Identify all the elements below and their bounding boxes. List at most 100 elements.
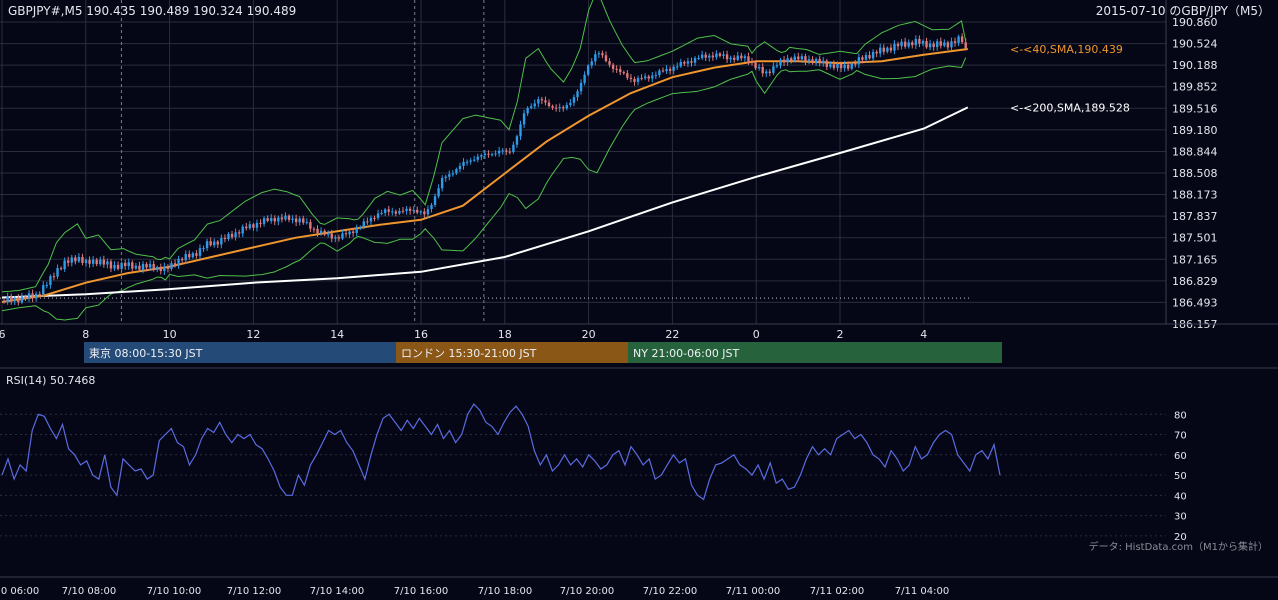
candle-body [761,67,764,74]
candle-body [789,58,793,61]
candle-body [416,209,419,213]
candle-body [245,226,248,229]
candle-body [319,230,323,234]
candle-body [893,43,896,51]
candle-body [252,224,255,228]
rsi-time-label: 7/10 10:00 [147,586,201,597]
candle-body [907,42,910,47]
price-tick-label: 188.844 [1172,145,1218,158]
candle-body [195,253,198,256]
rsi-time-label: 7/10 22:00 [643,586,697,597]
candle-body [818,58,821,63]
candle-body [376,213,380,218]
rsi-time-label: 7/10 08:00 [62,586,116,597]
candle-body [804,56,807,62]
candle-body [284,215,287,220]
candle-body [626,73,629,78]
candle-body [81,257,84,263]
candle-body [882,47,885,52]
candle-body [366,221,369,223]
candle-body [84,259,88,263]
candle-body [487,153,490,155]
candle-body [451,173,455,175]
price-tick-label: 190.188 [1172,59,1218,72]
candle-body [31,293,34,299]
candle-body [754,62,757,69]
time-tick-label: 8 [82,328,89,341]
rsi-tick-label: 70 [1174,431,1187,442]
axes: 190.860 190.524 190.188 189.852 189.516 189.1… [0,0,1278,341]
price-tick-label: 187.165 [1172,253,1218,266]
time-tick-label: 6 [0,328,6,341]
rsi-tick-label: 30 [1174,512,1187,523]
candle-body [448,174,451,177]
indicators: <-<40,SMA,190.439 <-<200,SMA,189.528 [1,0,1130,321]
candle-body [294,218,298,223]
candle-body [419,211,422,213]
time-tick-label: 22 [665,328,679,341]
candle-body [287,215,291,220]
session-block [84,342,396,363]
time-tick-label: 18 [498,328,512,341]
candle-body [704,54,707,58]
candle-body [326,233,330,235]
candle-body [861,57,864,60]
candle-body [440,178,444,189]
chart-title: 2015-07-10 のGBP/JPY（M5） [1096,4,1270,18]
candle-body [230,233,234,238]
price-tick-label: 190.524 [1172,38,1218,51]
rsi-time-label: 7/10 16:00 [394,586,448,597]
rsi-time-label: 7/11 02:00 [810,586,864,597]
candle-body [814,58,818,64]
candle-body [127,262,130,267]
candle-body [291,218,294,220]
candle-body [743,56,747,59]
sma-annotation: <-<40,SMA,190.439 [1010,43,1123,56]
candle-body [494,153,497,155]
candle-body [594,54,597,62]
candle-body [437,188,440,197]
candle-body [533,103,536,107]
candle-body [925,40,928,48]
rsi-title: RSI(14) 50.7468 [6,374,95,387]
candle-body [476,156,479,160]
candle-body [148,264,152,268]
candle-body [341,233,344,239]
candle-body [871,51,875,59]
data-source-note: データ: HistData.com（M1から集計） [1089,540,1268,553]
candle-body [134,265,138,269]
candle-body [540,99,544,101]
candle-body [950,41,953,48]
candle-body [298,218,301,223]
candle-body [608,61,611,65]
candle-body [34,293,38,299]
candle-body [903,41,907,47]
candle-body [807,59,811,62]
candle-body [854,63,857,65]
candle-body [152,264,155,270]
time-tick-label: 16 [414,328,428,341]
candle-body [373,217,376,219]
candle-body [633,78,636,82]
candle-body [505,150,508,152]
candle-body [398,210,401,214]
candle-body [928,43,932,48]
sma200-line [1,106,969,299]
candle-body [558,107,561,109]
candle-body [473,159,476,161]
time-tick-label: 2 [837,328,844,341]
price-tick-label: 189.180 [1172,124,1218,137]
candle-body [369,217,373,222]
candle-body [797,56,800,60]
candle-body [889,47,893,51]
candle-body [526,107,529,114]
candle-body [49,276,52,285]
candle-body [825,60,829,67]
session-block [396,342,628,363]
candle-body [13,297,16,302]
session-block [628,342,1002,363]
candle-body [188,253,191,258]
candle-body [918,38,921,44]
rsi-line [1,403,1001,501]
candle-body [67,260,70,263]
